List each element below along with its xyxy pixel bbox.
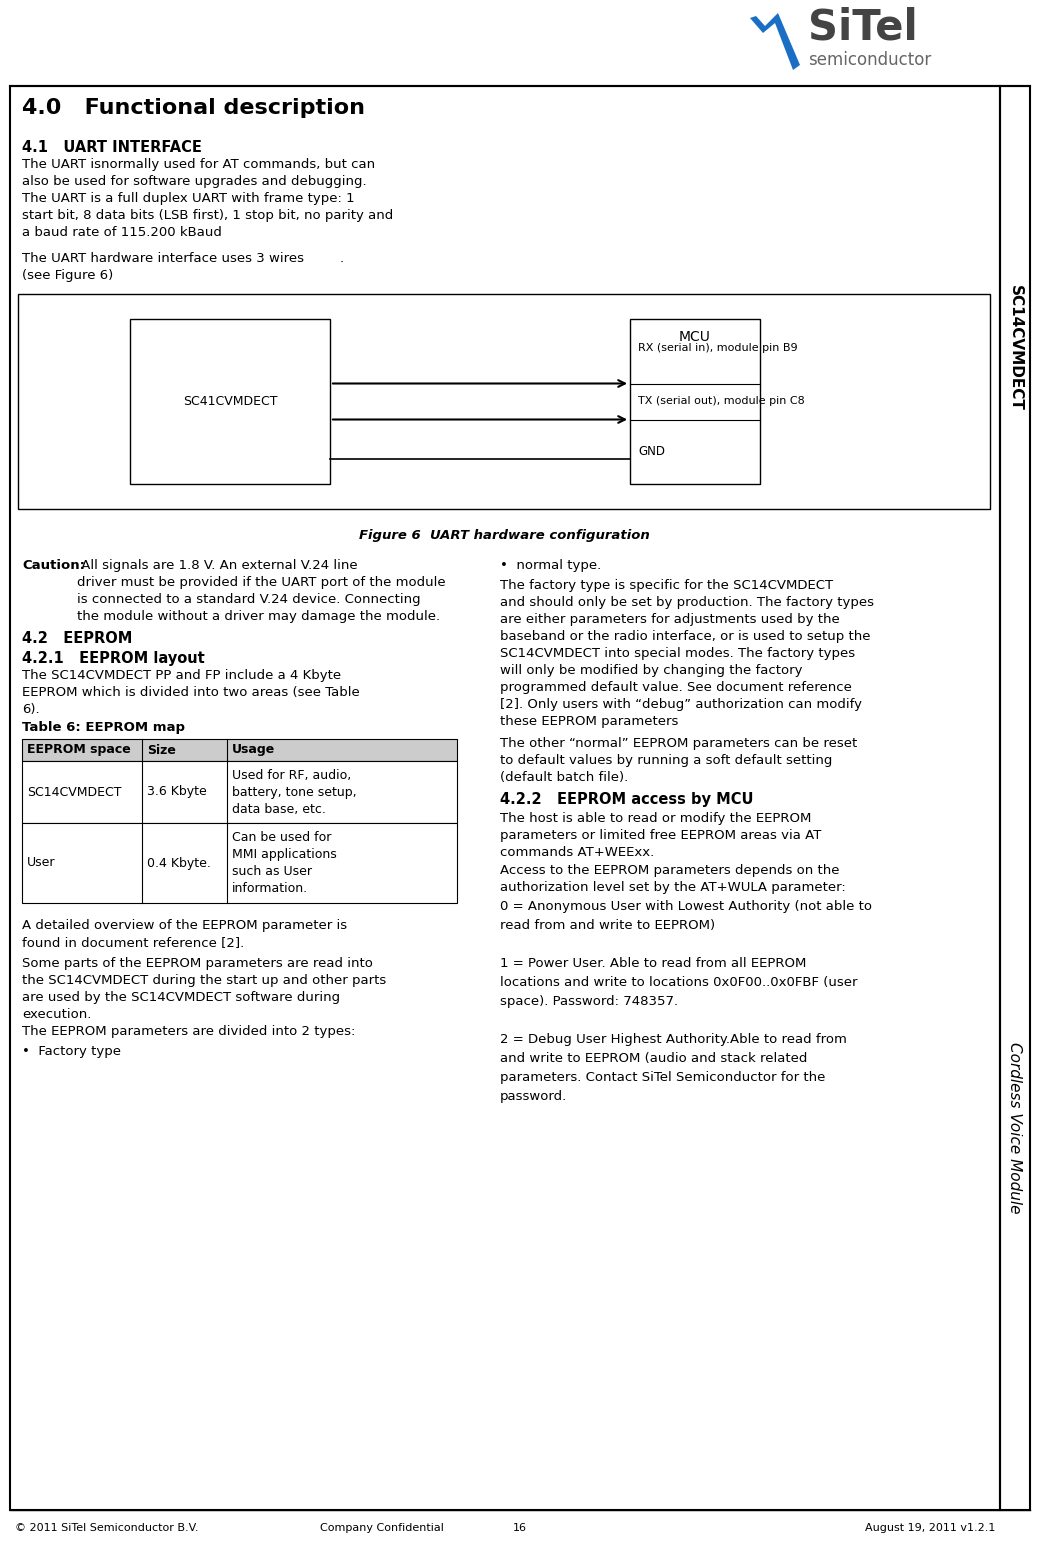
Text: .: .: [340, 252, 344, 265]
Text: 4.2   EEPROM: 4.2 EEPROM: [22, 632, 132, 646]
Text: Size: Size: [147, 743, 176, 757]
Text: •  normal type.: • normal type.: [500, 559, 601, 573]
Text: 4.1   UART INTERFACE: 4.1 UART INTERFACE: [22, 139, 202, 155]
Text: The UART hardware interface uses 3 wires
(see Figure 6): The UART hardware interface uses 3 wires…: [22, 252, 304, 282]
Text: Company Confidential: Company Confidential: [320, 1523, 444, 1533]
Bar: [630, 319, 760, 485]
Text: 0 = Anonymous User with Lowest Authority (not able to
read from and write to EEP: 0 = Anonymous User with Lowest Authority…: [500, 899, 872, 1104]
Text: All signals are 1.8 V. An external V.24 line
driver must be provided if the UART: All signals are 1.8 V. An external V.24 …: [77, 559, 445, 622]
Text: EEPROM space: EEPROM space: [27, 743, 131, 757]
Text: Cordless Voice Module: Cordless Voice Module: [1008, 1042, 1022, 1214]
Text: 4.2.1   EEPROM layout: 4.2.1 EEPROM layout: [22, 652, 205, 666]
Text: The factory type is specific for the SC14CVMDECT
and should only be set by produ: The factory type is specific for the SC1…: [500, 579, 874, 728]
Text: MCU: MCU: [679, 330, 711, 344]
Text: SC14CVMDECT: SC14CVMDECT: [27, 785, 122, 799]
Polygon shape: [750, 12, 800, 70]
Text: A detailed overview of the EEPROM parameter is
found in document reference [2].: A detailed overview of the EEPROM parame…: [22, 920, 347, 949]
Text: The UART isnormally used for AT commands, but can
also be used for software upgr: The UART isnormally used for AT commands…: [22, 158, 393, 238]
Text: GND: GND: [638, 446, 665, 458]
Text: The other “normal” EEPROM parameters can be reset
to default values by running a: The other “normal” EEPROM parameters can…: [500, 737, 857, 783]
Text: 4.0   Functional description: 4.0 Functional description: [22, 98, 365, 118]
Bar: [130, 319, 330, 485]
Text: Can be used for
MMI applications
such as User
information.: Can be used for MMI applications such as…: [232, 831, 337, 895]
Bar: [1000, 87, 1030, 1509]
Text: Some parts of the EEPROM parameters are read into
the SC14CVMDECT during the sta: Some parts of the EEPROM parameters are …: [22, 957, 386, 1022]
Bar: [22, 824, 457, 902]
Bar: [22, 762, 457, 824]
Text: Used for RF, audio,
battery, tone setup,
data base, etc.: Used for RF, audio, battery, tone setup,…: [232, 769, 357, 816]
Text: User: User: [27, 856, 55, 870]
Text: The EEPROM parameters are divided into 2 types:: The EEPROM parameters are divided into 2…: [22, 1025, 356, 1039]
Text: The SC14CVMDECT PP and FP include a 4 Kbyte
EEPROM which is divided into two are: The SC14CVMDECT PP and FP include a 4 Kb…: [22, 669, 360, 717]
Text: 3.6 Kbyte: 3.6 Kbyte: [147, 785, 207, 799]
Bar: [22, 738, 457, 762]
Text: 0.4 Kbyte.: 0.4 Kbyte.: [147, 856, 211, 870]
Text: August 19, 2011 v1.2.1: August 19, 2011 v1.2.1: [864, 1523, 995, 1533]
Text: RX (serial in), module pin B9: RX (serial in), module pin B9: [638, 344, 798, 353]
Text: Figure 6  UART hardware configuration: Figure 6 UART hardware configuration: [359, 529, 649, 542]
Text: © 2011 SiTel Semiconductor B.V.: © 2011 SiTel Semiconductor B.V.: [15, 1523, 199, 1533]
Text: SC14CVMDECT: SC14CVMDECT: [1008, 285, 1022, 410]
Text: Access to the EEPROM parameters depends on the
authorization level set by the AT: Access to the EEPROM parameters depends …: [500, 864, 846, 895]
Text: semiconductor: semiconductor: [808, 51, 931, 70]
Bar: [18, 294, 990, 509]
Text: 4.2.2   EEPROM access by MCU: 4.2.2 EEPROM access by MCU: [500, 793, 754, 807]
Text: •  Factory type: • Factory type: [22, 1045, 121, 1057]
Text: 16: 16: [513, 1523, 527, 1533]
Text: SC41CVMDECT: SC41CVMDECT: [183, 395, 278, 409]
Text: The host is able to read or modify the EEPROM
parameters or limited free EEPROM : The host is able to read or modify the E…: [500, 813, 822, 859]
Text: TX (serial out), module pin C8: TX (serial out), module pin C8: [638, 396, 805, 407]
Text: Caution:: Caution:: [22, 559, 85, 573]
Text: Usage: Usage: [232, 743, 276, 757]
Text: Table 6: EEPROM map: Table 6: EEPROM map: [22, 721, 185, 734]
Text: SiTel: SiTel: [808, 8, 917, 50]
